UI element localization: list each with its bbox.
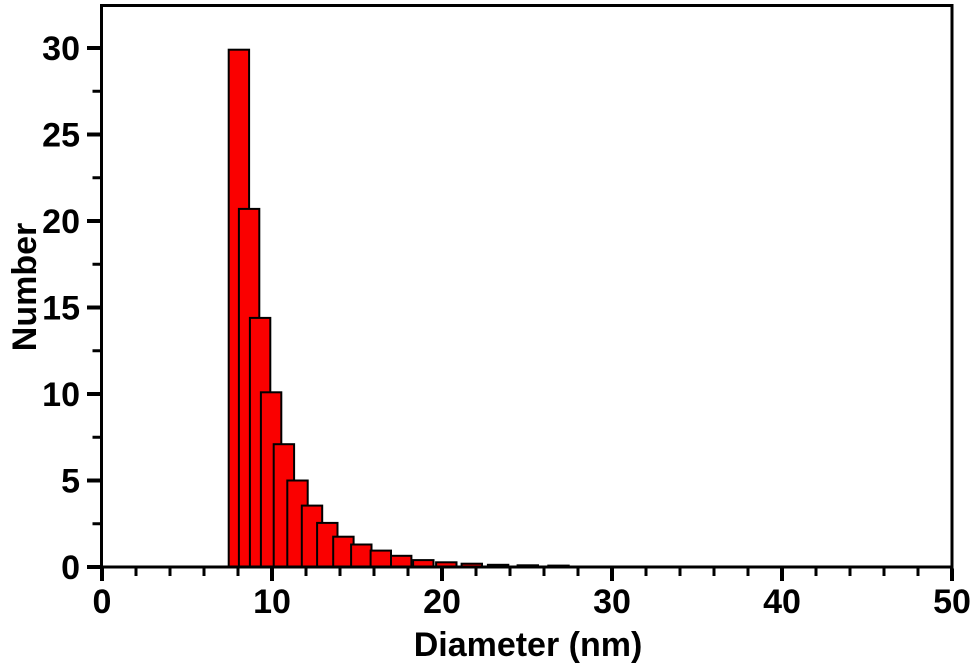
- y-tick-label: 15: [42, 290, 80, 328]
- x-tick-label: 20: [423, 583, 461, 621]
- x-tick-label: 30: [593, 583, 631, 621]
- y-tick-label: 10: [42, 376, 80, 414]
- x-axis-title: Diameter (nm): [414, 626, 643, 664]
- histogram-bar: [369, 549, 393, 568]
- x-tick-label: 10: [253, 583, 291, 621]
- y-tick-label: 20: [42, 203, 80, 241]
- y-tick-label: 30: [42, 30, 80, 68]
- histogram-bar: [350, 543, 373, 568]
- x-tick-label: 0: [93, 583, 112, 621]
- y-tick-label: 0: [61, 549, 80, 587]
- bars-group: [227, 48, 570, 569]
- ticks-group: [87, 46, 954, 581]
- x-tick-label: 50: [933, 583, 970, 621]
- x-tick-label: 40: [763, 583, 801, 621]
- y-axis-title: Number: [6, 223, 44, 351]
- y-tick-label: 5: [61, 463, 80, 501]
- tick-labels-group: 0 10 20 30 40 50 0 5 10 15 20 25 30: [42, 30, 970, 621]
- plot-frame: [100, 4, 954, 569]
- histogram-bar: [390, 554, 413, 568]
- y-tick-label: 25: [42, 117, 80, 155]
